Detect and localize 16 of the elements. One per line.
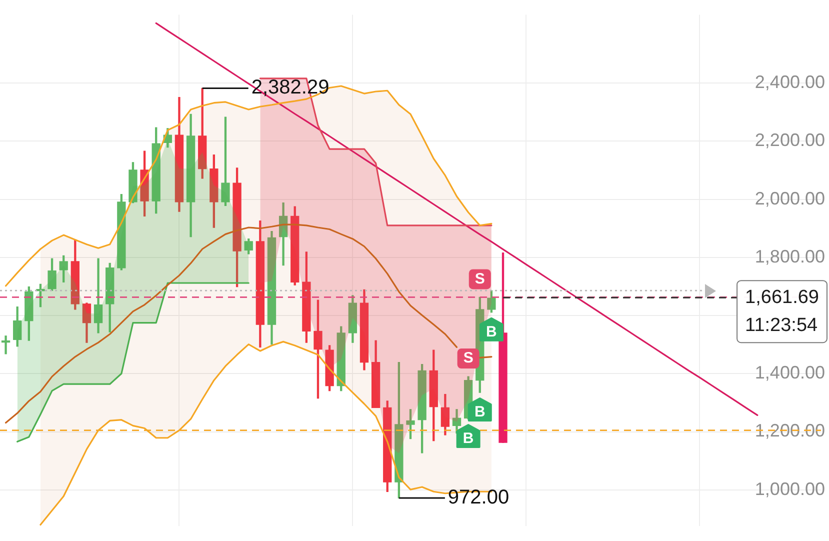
annotation: 11:23:54 [745,314,818,336]
y-tick-label: 1,200.00 [754,420,825,441]
candlestick [1,336,10,354]
annotation: 972.00 [448,486,510,509]
annotation: B [486,323,498,340]
y-tick-label: 2,200.00 [754,130,825,150]
y-tick-label: 1,400.00 [754,362,825,383]
annotation: S [474,270,485,288]
ref-line-label: 1,661.69 [745,286,820,308]
y-tick-label: 1,000.00 [754,478,825,499]
annotation: S [463,350,474,367]
y-tick-label: 1,800.00 [754,246,825,266]
annotation: B [462,430,474,448]
annotation: B [474,404,486,421]
y-tick-label: 2,400.00 [754,72,825,92]
y-tick-label: 2,000.00 [754,188,825,208]
